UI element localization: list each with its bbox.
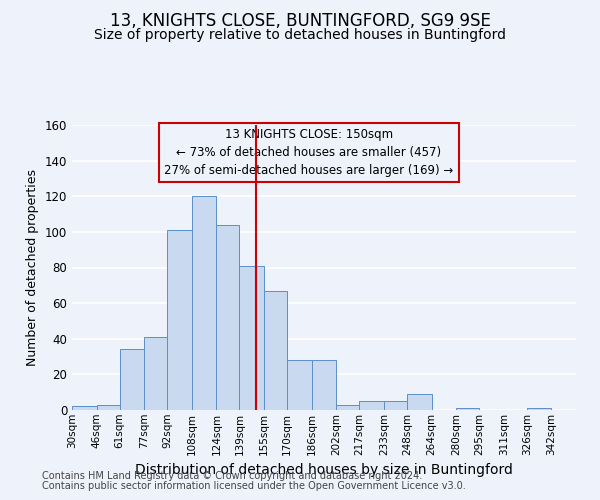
Bar bbox=[72, 406, 97, 410]
X-axis label: Distribution of detached houses by size in Buntingford: Distribution of detached houses by size … bbox=[135, 463, 513, 477]
Text: Size of property relative to detached houses in Buntingford: Size of property relative to detached ho… bbox=[94, 28, 506, 42]
Bar bbox=[456, 408, 479, 410]
Bar bbox=[312, 360, 336, 410]
Bar bbox=[97, 404, 119, 410]
Text: 13, KNIGHTS CLOSE, BUNTINGFORD, SG9 9SE: 13, KNIGHTS CLOSE, BUNTINGFORD, SG9 9SE bbox=[110, 12, 490, 30]
Bar bbox=[527, 408, 551, 410]
Bar bbox=[239, 266, 264, 410]
Bar bbox=[167, 230, 192, 410]
Y-axis label: Number of detached properties: Number of detached properties bbox=[26, 169, 39, 366]
Text: Contains HM Land Registry data © Crown copyright and database right 2024.: Contains HM Land Registry data © Crown c… bbox=[42, 471, 422, 481]
Bar bbox=[359, 401, 384, 410]
Bar bbox=[119, 350, 144, 410]
Bar bbox=[144, 337, 167, 410]
Bar bbox=[217, 225, 239, 410]
Bar bbox=[407, 394, 431, 410]
Text: 13 KNIGHTS CLOSE: 150sqm
← 73% of detached houses are smaller (457)
27% of semi-: 13 KNIGHTS CLOSE: 150sqm ← 73% of detach… bbox=[164, 128, 454, 177]
Text: Contains public sector information licensed under the Open Government Licence v3: Contains public sector information licen… bbox=[42, 481, 466, 491]
Bar bbox=[384, 401, 407, 410]
Bar bbox=[192, 196, 217, 410]
Bar bbox=[336, 404, 359, 410]
Bar bbox=[287, 360, 312, 410]
Bar bbox=[264, 290, 287, 410]
